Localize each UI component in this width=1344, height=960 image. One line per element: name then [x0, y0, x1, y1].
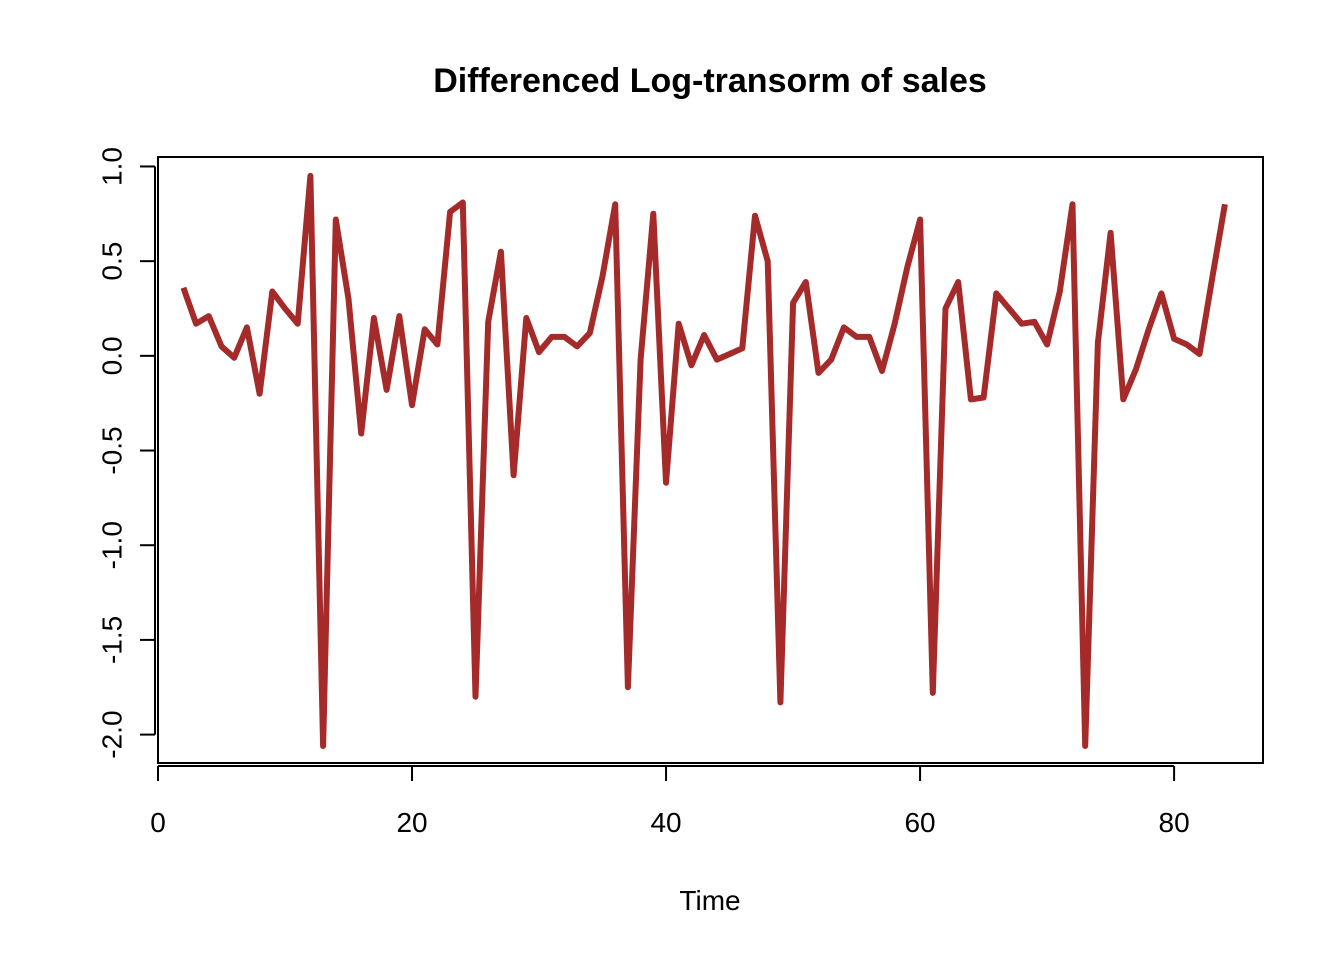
y-tick-label: -2.0 — [97, 710, 128, 758]
chart-title: Differenced Log-transorm of sales — [433, 62, 987, 100]
x-tick-label: 40 — [650, 807, 681, 838]
y-tick-label: -0.5 — [97, 426, 128, 474]
x-tick-label: 0 — [150, 807, 166, 838]
x-tick-label: 60 — [904, 807, 935, 838]
y-axis: -2.0 -1.5 -1.0 -0.5 0.0 0.5 1.0 — [97, 147, 156, 759]
series-layer — [180, 172, 1228, 749]
plot-frame — [157, 156, 1264, 764]
y-tick-label: -1.5 — [97, 616, 128, 664]
y-tick-label: 1.0 — [97, 147, 128, 186]
x-tick-label: 20 — [396, 807, 427, 838]
series-line — [180, 172, 1228, 749]
y-tick-label: 0.5 — [97, 242, 128, 281]
x-tick-label: 80 — [1159, 807, 1190, 838]
y-tick-label: -1.0 — [97, 521, 128, 569]
y-tick-label: 0.0 — [97, 336, 128, 375]
x-axis-label: Time — [679, 885, 740, 916]
x-axis: 0 20 40 60 80 — [150, 765, 1190, 838]
